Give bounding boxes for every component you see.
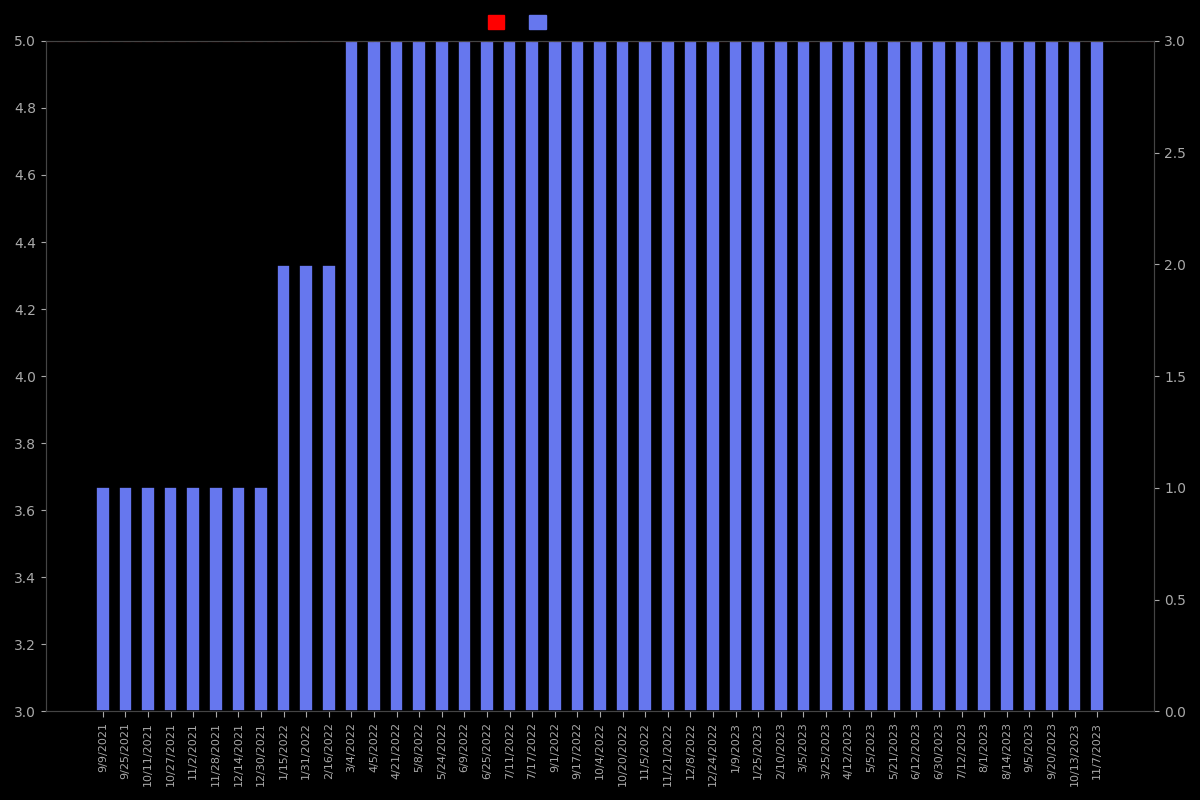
Bar	[932, 41, 946, 711]
Bar	[571, 41, 584, 711]
Bar	[480, 41, 493, 711]
Bar	[254, 486, 268, 711]
Bar	[322, 266, 336, 711]
Bar	[526, 41, 539, 711]
Bar	[548, 41, 562, 711]
Bar	[232, 486, 245, 711]
Bar	[707, 41, 720, 711]
Bar	[436, 41, 449, 711]
Bar	[503, 41, 516, 711]
Bar	[616, 41, 629, 711]
Bar	[820, 41, 833, 711]
Bar	[186, 486, 200, 711]
Bar	[1022, 41, 1036, 711]
Bar	[864, 41, 878, 711]
Bar	[1068, 41, 1081, 711]
Bar	[344, 41, 358, 711]
Bar	[593, 41, 607, 711]
Bar	[390, 41, 403, 711]
Bar	[1045, 41, 1058, 711]
Bar	[96, 486, 109, 711]
Bar	[457, 41, 472, 711]
Bar	[119, 486, 132, 711]
Bar	[1091, 41, 1104, 711]
Bar	[978, 41, 991, 711]
Bar	[887, 41, 900, 711]
Bar	[1000, 41, 1014, 711]
Bar	[209, 486, 222, 711]
Bar	[774, 41, 787, 711]
Bar	[142, 486, 155, 711]
Bar	[751, 41, 764, 711]
Bar	[684, 41, 697, 711]
Bar	[277, 266, 290, 711]
Bar	[367, 41, 380, 711]
Legend: , : ,	[484, 11, 562, 34]
Bar	[413, 41, 426, 711]
Bar	[797, 41, 810, 711]
Bar	[910, 41, 923, 711]
Bar	[164, 486, 178, 711]
Bar	[728, 41, 743, 711]
Bar	[300, 266, 313, 711]
Bar	[955, 41, 968, 711]
Bar	[842, 41, 856, 711]
Bar	[638, 41, 652, 711]
Bar	[661, 41, 674, 711]
